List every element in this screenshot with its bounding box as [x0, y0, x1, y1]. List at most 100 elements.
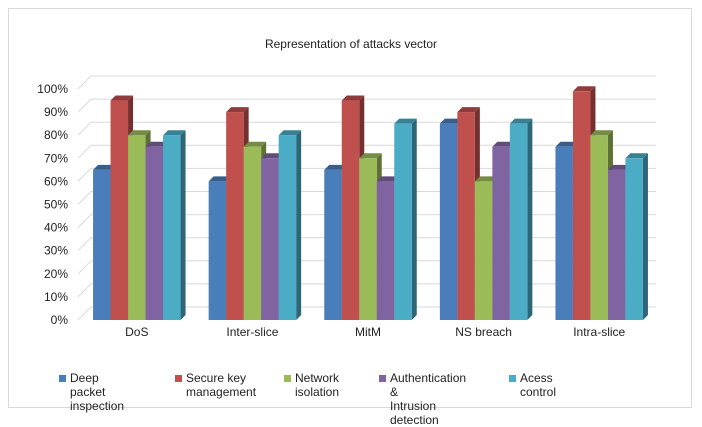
y-tick-label: 90%: [44, 105, 68, 119]
bar-top: [226, 107, 249, 113]
bar-top: [145, 141, 169, 147]
legend-swatch: [175, 375, 182, 382]
bar-top: [208, 176, 232, 182]
legend-label: Acess control: [520, 371, 557, 399]
bar-side: [527, 118, 533, 321]
x-tick-label: MitM: [355, 325, 381, 339]
bar: [163, 135, 181, 320]
bar-chart: 0% 10% 20% 30% 40% 50% 60% 70% 80% 90% 100% DoS Inte…: [37, 75, 656, 339]
bar-top: [492, 141, 515, 147]
bar-top: [572, 86, 596, 92]
bar: [278, 135, 297, 320]
bar: [341, 100, 360, 320]
legend-label: Network isolation: [295, 371, 340, 399]
legend-item: Acess control: [509, 371, 557, 399]
gridline-diagonal: [77, 237, 92, 252]
bar-top: [394, 118, 417, 124]
legend-label: Deep packet inspection: [70, 371, 125, 413]
y-tick-label: 0%: [51, 313, 69, 327]
y-tick-label: 100%: [37, 82, 68, 96]
bar-top: [243, 141, 267, 147]
gridline-diagonal: [77, 98, 92, 113]
legend-swatch: [284, 375, 291, 382]
gridline-diagonal: [77, 214, 92, 228]
bar-top: [590, 130, 613, 136]
bar-top: [625, 153, 648, 159]
bar-top: [555, 141, 578, 147]
bar: [128, 135, 146, 320]
bar: [555, 146, 573, 320]
y-tick-label: 20%: [44, 267, 68, 281]
bar: [243, 146, 262, 320]
bar: [492, 146, 510, 320]
bar: [625, 158, 643, 320]
gridline-diagonal: [77, 283, 92, 298]
bar-top: [128, 130, 151, 136]
x-tick-label: Inter-slice: [226, 325, 278, 339]
gridline-diagonal: [77, 260, 92, 275]
y-tick-label: 70%: [44, 151, 68, 165]
bar: [439, 123, 458, 321]
bar-top: [93, 164, 116, 170]
bar: [474, 181, 493, 320]
legend-item: Authentication & Intrusion detection: [379, 371, 467, 427]
y-tick-label: 10%: [44, 290, 68, 304]
bar-top: [163, 130, 186, 136]
bar: [359, 158, 377, 320]
bar: [110, 100, 129, 320]
bar-top: [261, 153, 284, 159]
bar-top: [324, 164, 347, 170]
gridline-diagonal: [77, 191, 92, 205]
bar: [376, 181, 395, 320]
bar: [145, 146, 164, 320]
bar-top: [278, 130, 302, 136]
bar: [93, 169, 111, 320]
bar-top: [509, 118, 533, 124]
chart-title: Representation of attacks vector: [264, 37, 438, 51]
bar-top: [474, 176, 498, 182]
y-tick-label: 60%: [44, 174, 68, 188]
legend-item: Deep packet inspection: [59, 371, 125, 413]
bar-side: [642, 153, 648, 320]
legend-swatch: [379, 375, 386, 382]
bar-side: [180, 130, 186, 320]
bar-top: [457, 107, 480, 113]
gridline-diagonal: [77, 75, 92, 90]
bar: [590, 135, 608, 320]
y-tick-label: 40%: [44, 221, 68, 235]
x-tick-label: DoS: [125, 325, 148, 339]
y-tick-label: 80%: [44, 128, 68, 142]
y-tick-label: 30%: [44, 244, 68, 258]
bar: [607, 169, 626, 320]
bar: [572, 91, 591, 320]
bar-top: [341, 95, 365, 101]
bar: [324, 169, 342, 320]
bar: [509, 123, 528, 321]
legend-item: Network isolation: [284, 371, 340, 399]
bar-top: [607, 164, 631, 170]
bar: [457, 112, 475, 320]
bar: [261, 158, 279, 320]
gridline-diagonal: [77, 121, 92, 136]
bar-top: [376, 176, 400, 182]
x-tick-label: Intra-slice: [573, 325, 625, 339]
bar: [226, 112, 244, 320]
legend-label: Authentication & Intrusion detection: [390, 371, 467, 427]
legend-label: Secure key management: [186, 371, 257, 399]
bar-top: [110, 95, 134, 101]
bar-top: [359, 153, 382, 159]
bar: [394, 123, 412, 321]
bar-side: [296, 130, 302, 320]
gridline-diagonal: [77, 306, 92, 321]
legend-swatch: [59, 375, 66, 382]
bar: [208, 181, 227, 320]
legend-swatch: [509, 375, 516, 382]
bar-top: [439, 118, 463, 124]
y-tick-label: 50%: [44, 198, 68, 212]
bar-side: [411, 118, 417, 321]
gridline-diagonal: [77, 168, 92, 182]
legend-item: Secure key management: [175, 371, 257, 399]
x-tick-label: NS breach: [455, 325, 512, 339]
chart-frame: [8, 8, 692, 408]
gridline-diagonal: [77, 144, 92, 159]
